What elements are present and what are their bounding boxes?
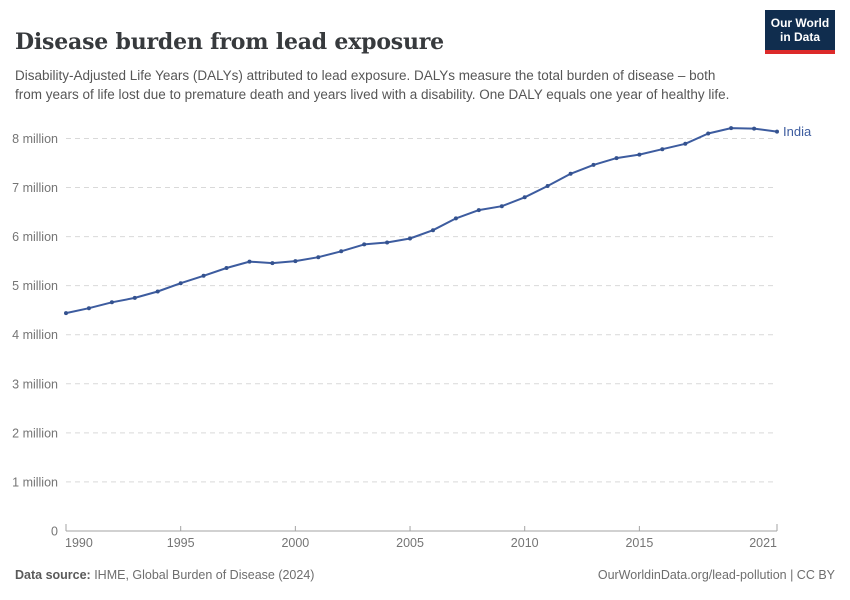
data-point[interactable] bbox=[568, 171, 573, 176]
data-point[interactable] bbox=[476, 208, 481, 213]
data-point[interactable] bbox=[591, 162, 596, 167]
data-point[interactable] bbox=[637, 152, 642, 157]
data-point[interactable] bbox=[224, 266, 229, 270]
series-label-india[interactable]: India bbox=[783, 124, 812, 139]
y-tick-label: 0 bbox=[51, 525, 58, 539]
data-point[interactable] bbox=[339, 249, 344, 254]
data-source-label: Data source: bbox=[15, 568, 91, 582]
owid-logo[interactable]: Our World in Data bbox=[765, 10, 835, 54]
data-point[interactable] bbox=[775, 129, 779, 134]
data-point[interactable] bbox=[453, 216, 458, 221]
page-title: Disease burden from lead exposure bbox=[15, 28, 444, 55]
data-point[interactable] bbox=[247, 259, 252, 264]
owid-logo-line1: Our World bbox=[770, 16, 830, 30]
y-tick-label: 5 million bbox=[12, 279, 58, 293]
y-tick-label: 8 million bbox=[12, 132, 58, 146]
data-point[interactable] bbox=[660, 147, 665, 152]
data-point[interactable] bbox=[86, 306, 91, 311]
data-point[interactable] bbox=[752, 126, 757, 131]
owid-logo-line2: in Data bbox=[779, 30, 820, 45]
x-tick-label: 2015 bbox=[625, 536, 653, 550]
data-point[interactable] bbox=[132, 295, 137, 300]
y-tick-label: 7 million bbox=[12, 181, 58, 195]
y-tick-label: 1 million bbox=[12, 475, 58, 489]
data-point[interactable] bbox=[431, 228, 435, 233]
data-point[interactable] bbox=[270, 261, 275, 266]
data-point[interactable] bbox=[155, 289, 160, 294]
y-tick-label: 4 million bbox=[12, 328, 58, 342]
data-source: Data source: IHME, Global Burden of Dise… bbox=[15, 568, 314, 582]
x-tick-label: 1995 bbox=[167, 536, 195, 550]
y-tick-label: 6 million bbox=[12, 230, 58, 244]
data-point[interactable] bbox=[706, 131, 711, 136]
data-point[interactable] bbox=[545, 184, 550, 188]
data-point[interactable] bbox=[683, 141, 688, 146]
data-point[interactable] bbox=[499, 204, 504, 209]
data-point[interactable] bbox=[385, 240, 390, 245]
data-point[interactable] bbox=[614, 156, 619, 161]
data-point[interactable] bbox=[522, 195, 527, 200]
x-tick-label: 2005 bbox=[396, 536, 424, 550]
data-point[interactable] bbox=[316, 255, 321, 260]
x-tick-label: 2010 bbox=[511, 536, 539, 550]
chart-footer: Data source: IHME, Global Burden of Dise… bbox=[15, 568, 835, 582]
series-line-india[interactable] bbox=[65, 127, 778, 315]
data-point[interactable] bbox=[178, 281, 183, 286]
y-tick-label: 3 million bbox=[12, 377, 58, 391]
data-point[interactable] bbox=[729, 126, 734, 131]
data-point[interactable] bbox=[201, 273, 206, 278]
x-tick-label: 1990 bbox=[65, 536, 93, 550]
data-point[interactable] bbox=[64, 311, 68, 316]
data-point[interactable] bbox=[293, 259, 298, 264]
x-tick-label: 2000 bbox=[281, 536, 309, 550]
data-point[interactable] bbox=[362, 242, 367, 247]
y-tick-label: 2 million bbox=[12, 426, 58, 440]
data-source-text: IHME, Global Burden of Disease (2024) bbox=[90, 568, 315, 582]
chart-subtitle: Disability-Adjusted Life Years (DALYs) a… bbox=[15, 67, 730, 102]
data-point[interactable] bbox=[109, 300, 114, 305]
data-point[interactable] bbox=[408, 236, 412, 241]
license-link[interactable]: OurWorldinData.org/lead-pollution | CC B… bbox=[597, 568, 835, 582]
x-tick-label: 2021 bbox=[749, 536, 777, 550]
